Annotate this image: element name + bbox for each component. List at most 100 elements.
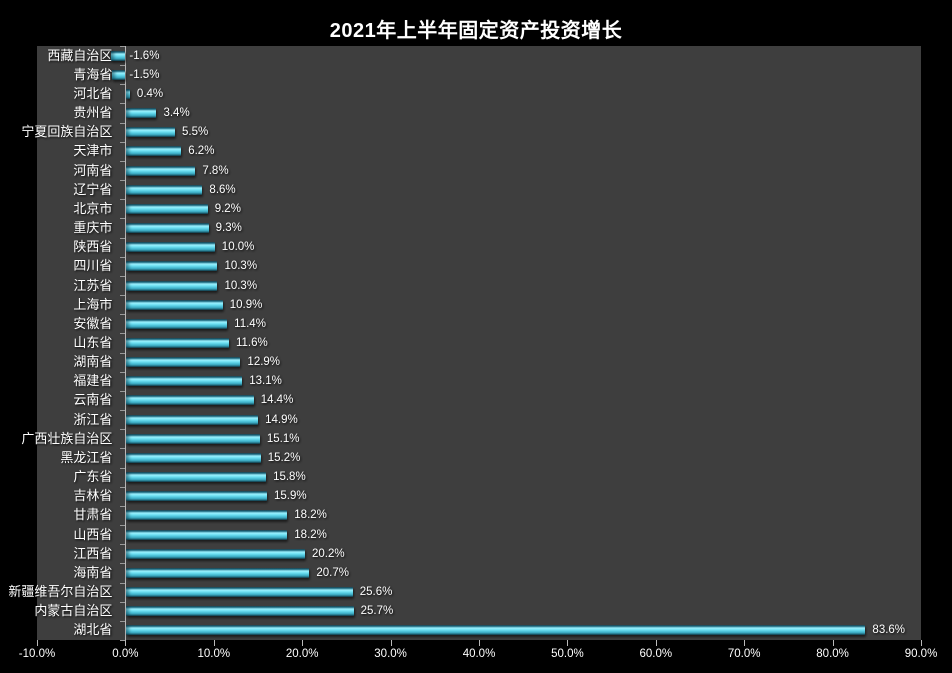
category-axis-tick bbox=[120, 353, 126, 354]
bar bbox=[126, 127, 175, 138]
category-axis-tick bbox=[120, 218, 126, 219]
bar bbox=[126, 203, 208, 214]
bar-value-label: -1.6% bbox=[129, 49, 160, 62]
x-axis-tick-label: 90.0% bbox=[904, 648, 938, 660]
bar bbox=[126, 299, 223, 310]
x-axis-tick bbox=[479, 640, 480, 646]
category-axis-tick bbox=[120, 563, 126, 564]
bar-value-label: 18.2% bbox=[294, 509, 327, 522]
bar-value-label: 25.6% bbox=[359, 586, 393, 599]
category-label: 山东省 bbox=[73, 335, 113, 350]
category-label: 河北省 bbox=[73, 85, 113, 101]
bar-value-label: 10.3% bbox=[224, 279, 258, 292]
bar bbox=[111, 50, 126, 61]
x-axis-tick bbox=[921, 640, 922, 646]
bar bbox=[126, 452, 261, 463]
bar bbox=[126, 414, 259, 425]
x-axis-tick-label: 70.0% bbox=[727, 648, 761, 660]
bar bbox=[126, 529, 288, 540]
bar bbox=[126, 357, 241, 368]
x-axis-tick-label: 10.0% bbox=[197, 648, 231, 660]
x-axis-tick bbox=[214, 640, 215, 646]
bar bbox=[126, 318, 228, 329]
category-label: 吉林省 bbox=[73, 488, 113, 504]
category-label: 湖北省 bbox=[73, 622, 113, 638]
category-label: 江西省 bbox=[73, 545, 113, 561]
category-axis-tick bbox=[120, 276, 126, 277]
bar bbox=[126, 472, 267, 483]
bar-value-label: 18.2% bbox=[294, 528, 327, 541]
category-label: 河南省 bbox=[73, 162, 113, 178]
category-label: 云南省 bbox=[73, 392, 113, 408]
category-axis-tick bbox=[120, 333, 126, 334]
category-axis-tick bbox=[120, 123, 126, 124]
x-axis-tick-label: 60.0% bbox=[639, 648, 673, 660]
category-label: 湖南省 bbox=[73, 354, 113, 370]
category-axis-tick bbox=[120, 314, 126, 315]
x-axis-tick bbox=[833, 640, 834, 646]
bar-value-label: 15.9% bbox=[273, 490, 307, 503]
bar bbox=[126, 242, 215, 253]
bar-value-label: 10.9% bbox=[229, 298, 263, 311]
bar bbox=[112, 69, 126, 80]
bar-value-label: 15.8% bbox=[273, 471, 306, 484]
category-axis-tick bbox=[120, 142, 126, 143]
bar bbox=[126, 606, 354, 617]
category-axis-tick bbox=[120, 602, 126, 603]
bar-value-label: 12.9% bbox=[247, 356, 281, 369]
category-label: 天津市 bbox=[73, 143, 113, 159]
bar-value-label: 11.4% bbox=[234, 317, 266, 330]
bar-value-label: 25.7% bbox=[360, 605, 394, 618]
x-axis-tick-label: 0.0% bbox=[112, 648, 139, 660]
category-axis-tick bbox=[120, 410, 126, 411]
category-label: 浙江省 bbox=[73, 411, 113, 427]
category-axis-tick bbox=[120, 257, 126, 258]
bar-value-label: 7.8% bbox=[202, 164, 229, 177]
bar-value-label: 10.0% bbox=[221, 241, 255, 254]
bar-value-label: 8.6% bbox=[209, 183, 236, 196]
bar-value-label: 11.6% bbox=[235, 337, 268, 349]
category-label: 北京市 bbox=[73, 200, 113, 216]
x-axis-tick-label: 50.0% bbox=[551, 648, 584, 660]
x-axis-tick bbox=[391, 640, 392, 646]
category-label: 山西省 bbox=[73, 526, 113, 542]
bar bbox=[126, 223, 209, 234]
category-axis-tick bbox=[120, 103, 126, 104]
x-axis-tick-label: 40.0% bbox=[462, 648, 496, 660]
category-axis-tick bbox=[120, 84, 126, 85]
value-axis-line bbox=[125, 46, 127, 640]
bar bbox=[126, 587, 353, 598]
category-axis-tick bbox=[120, 199, 126, 200]
bar-value-label: 0.4% bbox=[136, 87, 164, 100]
category-axis-tick bbox=[120, 544, 126, 545]
category-label: 江苏省 bbox=[73, 277, 113, 293]
category-axis-tick bbox=[120, 180, 126, 181]
category-axis-tick bbox=[120, 468, 126, 469]
x-axis-tick bbox=[567, 640, 568, 646]
category-axis-tick bbox=[120, 295, 126, 296]
category-label: 福建省 bbox=[73, 373, 113, 389]
x-axis-tick bbox=[125, 640, 126, 646]
bar-value-label: 14.4% bbox=[260, 394, 294, 407]
bar bbox=[126, 510, 288, 521]
category-axis-tick bbox=[120, 65, 126, 66]
category-label: 安徽省 bbox=[73, 315, 113, 331]
x-axis-tick bbox=[744, 640, 745, 646]
category-label: 四川省 bbox=[73, 258, 113, 274]
category-label: 黑龙江省 bbox=[60, 449, 113, 465]
category-label: 西藏自治区 bbox=[47, 47, 113, 63]
bar bbox=[126, 491, 267, 502]
category-label: 重庆市 bbox=[73, 220, 113, 236]
category-label: 辽宁省 bbox=[73, 181, 113, 197]
category-axis-tick bbox=[120, 506, 126, 507]
bar bbox=[126, 338, 229, 348]
x-axis-tick bbox=[37, 640, 38, 646]
bar-value-label: 15.2% bbox=[267, 451, 301, 464]
bar bbox=[126, 146, 182, 157]
category-label: 新疆维吾尔自治区 bbox=[8, 584, 113, 600]
bar-value-label: -1.5% bbox=[129, 68, 160, 81]
category-axis-tick bbox=[120, 372, 126, 373]
category-label: 广西壮族自治区 bbox=[21, 430, 113, 446]
category-axis-tick bbox=[120, 429, 126, 430]
